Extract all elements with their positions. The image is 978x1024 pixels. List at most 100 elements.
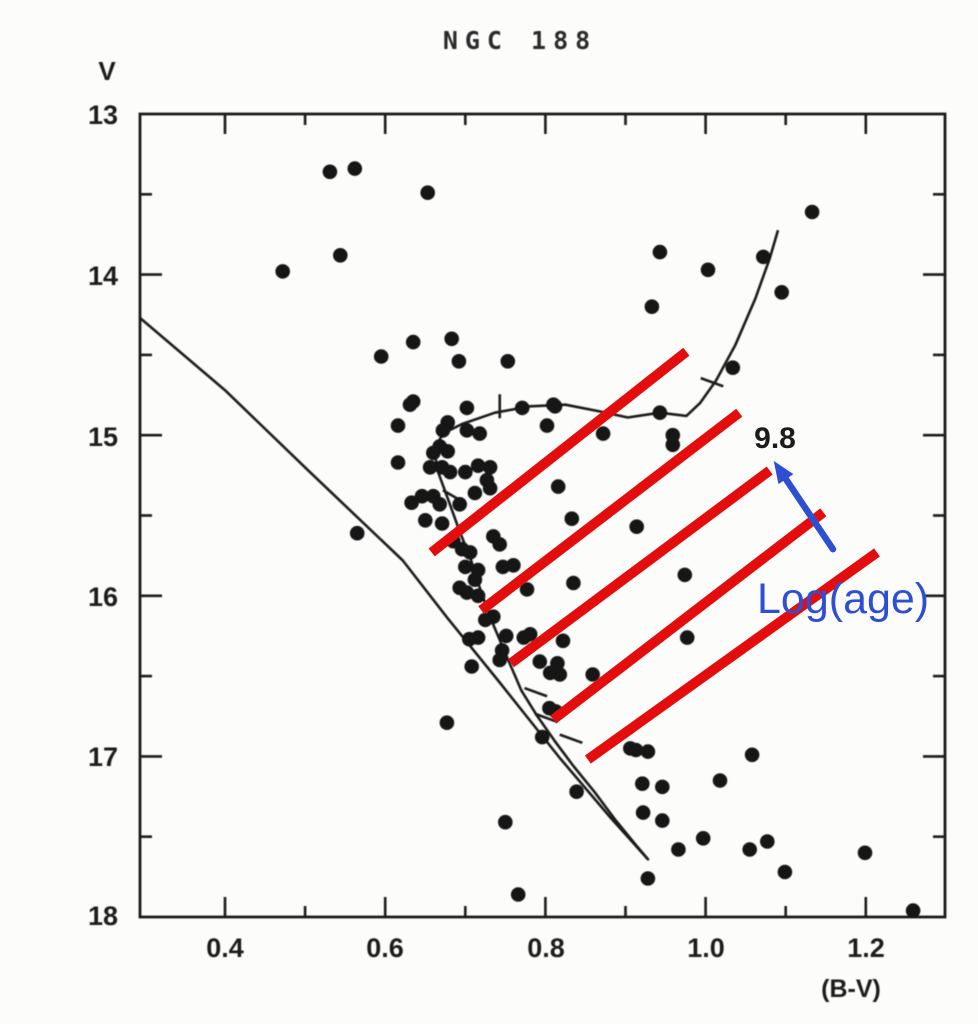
star-point bbox=[555, 633, 571, 649]
star-point bbox=[712, 773, 728, 788]
isochrone-tick-cross bbox=[524, 686, 548, 698]
y-axis-label: V bbox=[98, 56, 116, 86]
main-sequence-line bbox=[138, 316, 650, 861]
star-point bbox=[640, 744, 656, 759]
age-value-label: 9.8 bbox=[754, 422, 796, 455]
star-point bbox=[744, 747, 760, 763]
star-point bbox=[506, 558, 521, 573]
x-tick-label-0.6: 0.6 bbox=[366, 933, 404, 963]
x-tick-label-0.8: 0.8 bbox=[527, 933, 565, 963]
plot-frame bbox=[138, 112, 947, 919]
star-point bbox=[444, 331, 460, 347]
star-point bbox=[452, 497, 468, 512]
star-point bbox=[635, 805, 651, 820]
y-tick-label-13: 13 bbox=[88, 100, 118, 130]
star-point bbox=[478, 612, 493, 628]
x-tick-label-1.2: 1.2 bbox=[847, 933, 885, 963]
red-age-line bbox=[478, 408, 743, 615]
star-point bbox=[665, 437, 681, 453]
star-point bbox=[522, 627, 538, 642]
star-point bbox=[774, 285, 789, 300]
star-point bbox=[434, 516, 450, 531]
arrow-shaft bbox=[779, 470, 837, 553]
x-axis-label: (B-V) bbox=[821, 975, 881, 1003]
star-point bbox=[532, 654, 548, 669]
star-point bbox=[640, 871, 656, 886]
star-point bbox=[467, 485, 483, 501]
star-point bbox=[725, 360, 741, 376]
star-point bbox=[492, 652, 508, 668]
y-tick-label-14: 14 bbox=[88, 261, 118, 291]
star-point bbox=[695, 831, 711, 846]
star-point bbox=[373, 349, 389, 364]
star-point bbox=[472, 426, 488, 441]
star-point bbox=[440, 444, 456, 459]
x-tick-label-0.4: 0.4 bbox=[206, 933, 244, 963]
star-point bbox=[569, 784, 584, 799]
red-parallel-age-lines bbox=[428, 347, 880, 764]
star-point bbox=[519, 582, 535, 597]
scanned-plot-layer: NGC 188 V (B-V) 13 14 15 16 17 18 0.4 0.… bbox=[88, 26, 947, 1003]
star-point bbox=[857, 845, 873, 861]
isochrone-curve bbox=[432, 229, 779, 861]
star-point bbox=[482, 460, 498, 475]
star-point bbox=[804, 204, 820, 220]
star-point bbox=[459, 585, 475, 600]
star-point bbox=[414, 488, 430, 504]
star-point bbox=[464, 659, 480, 674]
star-point bbox=[652, 405, 668, 421]
star-point bbox=[677, 567, 693, 583]
y-tick-label-18: 18 bbox=[88, 901, 118, 931]
star-point bbox=[635, 776, 650, 791]
red-age-line bbox=[507, 466, 773, 668]
star-point bbox=[628, 742, 644, 758]
annotation-overlay: 9.8 Log(age) bbox=[428, 347, 929, 764]
star-point bbox=[510, 887, 526, 902]
star-point bbox=[333, 248, 348, 263]
star-point bbox=[426, 445, 441, 461]
star-point bbox=[742, 842, 757, 857]
figure-title: NGC 188 bbox=[443, 26, 597, 55]
star-point bbox=[440, 415, 456, 430]
star-point bbox=[514, 400, 530, 416]
star-point bbox=[655, 779, 670, 795]
isochrone-tick-cross bbox=[559, 733, 583, 745]
star-point bbox=[492, 537, 508, 552]
y-tick-label-15: 15 bbox=[88, 422, 118, 452]
star-point bbox=[458, 464, 473, 480]
star-point bbox=[470, 588, 486, 604]
isochrone-tick-cross bbox=[700, 376, 724, 388]
star-point bbox=[459, 423, 475, 438]
red-age-line bbox=[584, 548, 880, 764]
star-point bbox=[550, 479, 566, 494]
star-point bbox=[390, 455, 406, 470]
log-age-label: Log(age) bbox=[757, 575, 929, 623]
red-age-line bbox=[428, 347, 690, 557]
star-point bbox=[418, 513, 433, 528]
isochrone-tick-cross bbox=[534, 712, 558, 724]
star-point bbox=[550, 656, 565, 671]
star-point bbox=[498, 628, 514, 644]
star-point bbox=[566, 575, 581, 591]
star-point bbox=[700, 262, 716, 278]
star-point bbox=[629, 519, 644, 534]
star-point bbox=[655, 813, 670, 828]
log-age-arrow bbox=[773, 460, 837, 553]
star-data-points bbox=[275, 161, 921, 918]
star-point bbox=[482, 480, 498, 496]
star-point bbox=[347, 161, 363, 176]
star-point bbox=[585, 667, 600, 682]
star-point bbox=[644, 299, 660, 315]
star-point bbox=[905, 903, 921, 918]
star-point bbox=[275, 264, 291, 279]
star-point bbox=[679, 630, 695, 645]
star-point bbox=[349, 525, 365, 541]
red-age-line bbox=[550, 508, 827, 724]
star-point bbox=[652, 244, 668, 260]
star-point bbox=[760, 834, 775, 849]
star-point bbox=[442, 464, 458, 480]
star-point bbox=[671, 842, 686, 857]
star-point bbox=[500, 354, 516, 369]
star-point bbox=[432, 497, 448, 512]
